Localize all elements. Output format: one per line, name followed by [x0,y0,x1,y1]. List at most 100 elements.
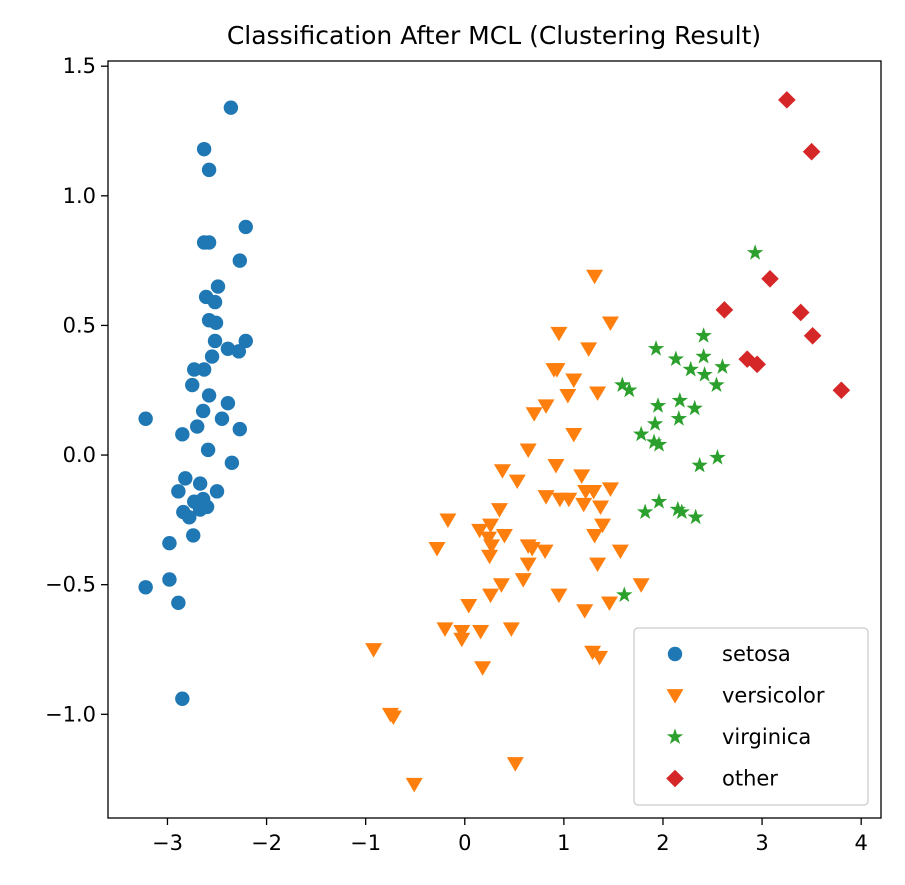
versicolor-point [405,777,423,793]
versicolor-point [601,482,619,497]
other-point [738,350,757,368]
y-tick-label: 1.0 [63,184,96,208]
versicolor-point [506,757,524,772]
versicolor-point [508,474,526,490]
other-point [778,91,796,109]
other-point [802,142,821,161]
y-tick-label: −1.0 [45,702,96,726]
chart-title: Classification After MCL (Clustering Res… [227,21,761,50]
versicolor-point [601,316,619,331]
setosa-point [201,235,217,250]
virginica-point [650,493,668,509]
versicolor-point [474,661,492,676]
setosa-point [196,362,212,377]
setosa-point [196,141,212,157]
series-versicolor [365,269,650,793]
series-other [715,91,851,400]
x-tick-label: 4 [854,831,867,855]
setosa-point [201,162,217,178]
legend-marker-setosa [667,646,683,662]
virginica-point [708,376,725,393]
virginica-point [649,397,667,413]
legend-marker-virginica [666,728,684,744]
versicolor-point [514,573,532,588]
setosa-point [175,427,190,442]
versicolor-point [428,542,446,557]
setosa-point [207,333,223,349]
other-point [803,327,822,345]
virginica-point [671,392,688,408]
versicolor-point [594,518,612,534]
virginica-point [621,381,638,398]
versicolor-point [591,650,609,666]
versicolor-point [453,632,471,648]
versicolor-point [580,342,598,357]
versicolor-point [453,624,471,640]
virginica-point [746,244,764,260]
virginica-point [691,456,708,473]
setosa-point [192,502,208,517]
virginica-point [670,410,688,426]
virginica-point [667,350,685,367]
versicolor-point [490,503,508,518]
versicolor-point [575,497,593,513]
versicolor-point [482,518,500,534]
versicolor-point [537,399,555,414]
virginica-point [669,500,687,517]
versicolor-point [551,492,569,508]
setosa-point [138,580,153,595]
setosa-point [208,315,224,331]
versicolor-point [632,578,650,593]
versicolor-point [592,500,610,515]
versicolor-point [550,588,568,604]
other-point [791,303,810,322]
setosa-point [186,528,201,543]
versicolor-point [436,622,454,637]
setosa-point [223,100,239,115]
virginica-point [695,327,712,343]
versicolor-point [480,531,498,547]
versicolor-point [523,542,541,557]
virginica-point [647,340,665,356]
versicolor-point [493,464,511,479]
setosa-point [175,691,190,706]
legend-entries: setosa versicolor virginica other [666,642,825,791]
legend-marker-versicolor [666,689,684,704]
setosa-point [201,388,217,403]
x-tick-label: −1 [350,831,381,855]
setosa-point [162,535,177,551]
versicolor-point [600,596,618,611]
virginica-point [696,366,713,382]
versicolor-point [471,523,489,539]
virginica-point [632,425,650,442]
setosa-point [238,333,253,349]
virginica-point [687,508,704,525]
x-tick-label: 0 [458,831,471,855]
plot-area [138,91,851,793]
setosa-point [232,253,248,268]
x-tick-label: 1 [557,831,570,855]
versicolor-point [589,386,607,401]
versicolor-point [482,588,500,604]
x-tick-label: −2 [251,831,282,855]
virginica-point [614,376,631,393]
setosa-point [185,377,200,393]
virginica-point [695,347,712,364]
virginica-point [645,433,663,450]
setosa-point [204,349,220,364]
setosa-point [162,572,177,587]
axes-frame [107,60,882,819]
legend-label-other: other [722,767,778,791]
versicolor-point [585,484,603,500]
versicolor-point [576,604,594,619]
legend-box [633,627,869,806]
versicolor-point [525,407,543,422]
versicolor-point [495,529,513,544]
y-tick-label: 1.5 [63,54,96,78]
virginica-point [682,360,699,377]
virginica-point [646,415,664,431]
setosa-point [192,476,208,491]
other-point [748,355,766,374]
other-point [761,269,779,288]
